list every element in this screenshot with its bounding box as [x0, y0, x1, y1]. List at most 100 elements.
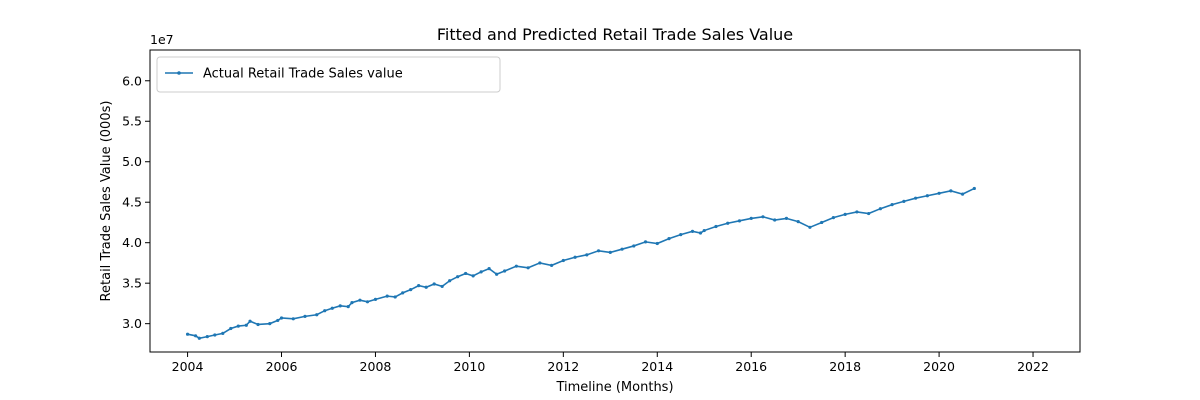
x-tick-label: 2008 — [360, 359, 392, 374]
series-point — [213, 333, 217, 337]
x-tick-label: 2018 — [829, 359, 861, 374]
series-point — [393, 295, 397, 299]
series-point — [526, 266, 530, 270]
series-point — [268, 322, 272, 326]
series-point — [698, 231, 703, 235]
series-point — [620, 247, 624, 251]
series-point — [244, 323, 248, 327]
legend-label: Actual Retail Trade Sales value — [203, 67, 403, 82]
series-point — [831, 216, 836, 220]
series-point — [514, 264, 518, 268]
legend-box — [156, 56, 501, 93]
y-tick-label: 4.5 — [122, 195, 142, 210]
x-tick-label: 2004 — [172, 359, 204, 374]
series-point — [773, 218, 777, 222]
series-point — [358, 298, 362, 302]
series-point — [690, 229, 695, 233]
series-point — [448, 279, 452, 283]
series-point — [205, 335, 209, 339]
series-point — [679, 233, 683, 237]
series-point — [714, 224, 718, 229]
series-point — [424, 285, 428, 289]
series-point — [338, 304, 342, 308]
series-point — [902, 199, 906, 203]
x-tick-label: 2022 — [1017, 359, 1049, 374]
series-layer — [185, 186, 976, 340]
series-point — [185, 332, 190, 336]
series-point — [350, 301, 354, 305]
series-point — [820, 220, 824, 225]
series-point — [417, 284, 421, 288]
series-point — [737, 219, 742, 223]
x-tick-label: 2006 — [266, 359, 298, 374]
series-point — [464, 271, 468, 276]
series-point — [585, 253, 589, 257]
series-point — [914, 196, 918, 200]
series-point — [229, 326, 233, 331]
series-point — [843, 212, 847, 216]
series-point — [808, 225, 812, 229]
series-point — [479, 270, 483, 274]
plot-frame — [149, 49, 1081, 353]
axis-ticks: 2004 2006 2008 2010 2012 2014 2016 2018 2020 2022… — [122, 73, 1049, 374]
series-point — [471, 274, 475, 278]
y-tick-label: 6.0 — [122, 73, 142, 88]
chart-title: Fitted and Predicted Retail Trade Sales … — [437, 25, 793, 44]
y-axis-multiplier: 1e7 — [150, 32, 174, 47]
series-point — [784, 216, 789, 221]
legend: Actual Retail Trade Sales value — [156, 56, 501, 93]
series-point — [315, 313, 319, 317]
series-point — [221, 331, 225, 335]
x-tick-label: 2016 — [735, 359, 767, 374]
series-point — [549, 263, 554, 267]
x-tick-label: 2010 — [453, 359, 485, 374]
y-axis-label: Retail Trade Sales Value (000s) — [99, 101, 114, 302]
series-point — [291, 317, 295, 321]
series-point — [193, 334, 198, 338]
y-tick-label: 3.5 — [122, 276, 142, 291]
series-point — [373, 297, 378, 301]
series-point — [495, 272, 499, 276]
series-point — [972, 186, 976, 191]
series-point — [949, 189, 953, 193]
series-point — [197, 336, 201, 340]
series-point — [248, 319, 252, 323]
series-point — [596, 249, 601, 253]
series-point — [330, 306, 334, 310]
series-point — [878, 207, 882, 211]
series-point — [561, 258, 565, 263]
series-point — [761, 215, 765, 219]
series-point — [256, 322, 260, 327]
series-0 — [185, 186, 976, 340]
series-point — [608, 250, 612, 255]
series-point — [867, 211, 871, 216]
series-point — [726, 221, 730, 225]
y-tick-label: 4.0 — [122, 235, 142, 250]
series-point — [960, 192, 965, 196]
series-point — [279, 316, 284, 320]
series-point — [667, 237, 671, 241]
series-point — [323, 309, 327, 313]
series-point — [655, 241, 659, 246]
series-point — [890, 203, 894, 207]
series-point — [632, 244, 636, 248]
y-tick-label: 5.0 — [122, 154, 142, 169]
series-point — [365, 300, 370, 304]
series-point — [385, 294, 389, 298]
x-tick-label: 2014 — [641, 359, 673, 374]
y-tick-label: 5.5 — [122, 114, 142, 129]
series-point — [487, 267, 491, 271]
series-point — [303, 314, 307, 318]
series-line — [187, 187, 975, 340]
x-tick-label: 2020 — [923, 359, 955, 374]
series-point — [409, 288, 413, 292]
series-point — [925, 194, 929, 198]
legend-marker — [177, 71, 181, 75]
series-point — [702, 228, 706, 233]
series-point — [236, 324, 240, 328]
series-point — [503, 269, 507, 273]
y-tick-label: 3.0 — [122, 316, 142, 331]
series-point — [440, 284, 444, 289]
series-point — [401, 291, 405, 295]
